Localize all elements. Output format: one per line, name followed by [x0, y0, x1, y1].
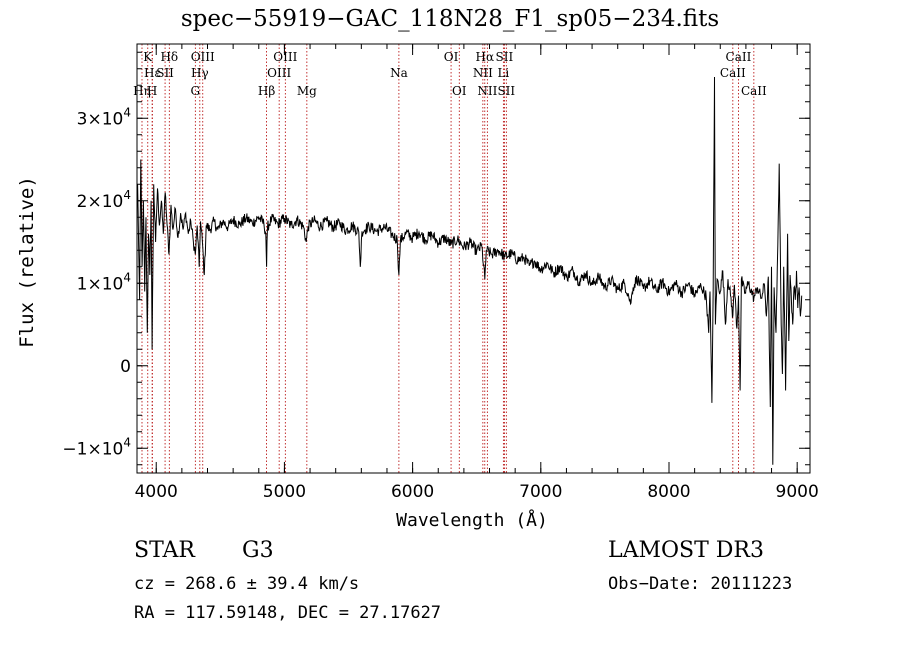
- spectral-line-label: OI: [452, 84, 467, 98]
- spectral-line-label: G: [191, 84, 201, 98]
- x-tick-label: 6000: [391, 482, 434, 502]
- spectral-line-label: Hγ: [191, 66, 209, 80]
- x-tick-label: 7000: [519, 482, 562, 502]
- survey-name: LAMOST DR3: [608, 538, 764, 563]
- chart-title: spec−55919−GAC_118N28_F1_sp05−234.fits: [180, 6, 720, 32]
- spectral-line-label: Hε: [144, 66, 161, 80]
- spectral-line-label: Li: [497, 66, 509, 80]
- coordinates-readout: RA = 117.59148, DEC = 27.17627: [134, 603, 442, 623]
- spectral-line-labels: K Hε HηH SII Hδ OIII Hγ G Hβ OIII OIII Mg Na OI OI NII H…: [133, 50, 767, 98]
- spectral-line-label: OIII: [273, 50, 297, 64]
- spectral-line-label: K: [143, 50, 153, 64]
- spectral-line-label: Hδ: [160, 50, 178, 64]
- y-tick-label: −1×104: [62, 435, 131, 459]
- spectral-line-label: NII: [473, 66, 493, 80]
- spectral-line-label: OIII: [267, 66, 291, 80]
- spectral-line-label: Hη: [133, 84, 151, 98]
- spectral-line-label: CaII: [726, 50, 752, 64]
- spectral-line-label: OI: [444, 50, 459, 64]
- spectral-line-label: Na: [390, 66, 408, 80]
- redshift-readout: cz = 268.6 ± 39.4 km/s: [134, 574, 360, 594]
- observation-date: Obs−Date: 20111223: [608, 574, 793, 594]
- spectral-line-label: OIII: [191, 50, 215, 64]
- spectral-line-label: SII: [497, 84, 515, 98]
- flux-series: [137, 76, 803, 465]
- y-tick-label: 0: [120, 357, 131, 377]
- spectral-line-label: H: [147, 84, 157, 98]
- spectral-line-markers: [141, 44, 755, 473]
- y-tick-label: 2×104: [77, 188, 131, 212]
- x-tick-label: 5000: [263, 482, 306, 502]
- y-axis-label: Flux (relative): [16, 176, 38, 348]
- x-tick-label: 9000: [776, 482, 819, 502]
- y-tick-label: 3×104: [77, 105, 131, 129]
- x-axis: 4000 5000 6000 7000 8000 9000: [135, 44, 819, 502]
- flux-line: [137, 76, 803, 465]
- y-tick-label: 1×104: [77, 270, 131, 294]
- x-tick-label: 4000: [135, 482, 178, 502]
- spectral-line-label: SII: [156, 66, 174, 80]
- y-axis: −1×104 0 1×104 2×104 3×104: [62, 51, 810, 466]
- object-type: STAR: [134, 538, 195, 563]
- spectral-line-label: SII: [496, 50, 514, 64]
- spectral-line-label: CaII: [741, 84, 767, 98]
- spectral-line-label: Hβ: [258, 84, 275, 98]
- spectral-line-label: Hα: [475, 50, 494, 64]
- spectral-line-label: Mg: [297, 84, 317, 98]
- plot-frame: [136, 43, 811, 474]
- object-subclass: G3: [242, 538, 274, 563]
- spectral-line-label: NII: [477, 84, 497, 98]
- spectral-line-label: CaII: [720, 66, 746, 80]
- x-tick-label: 8000: [647, 482, 690, 502]
- x-axis-label: Wavelength (Å): [396, 510, 548, 531]
